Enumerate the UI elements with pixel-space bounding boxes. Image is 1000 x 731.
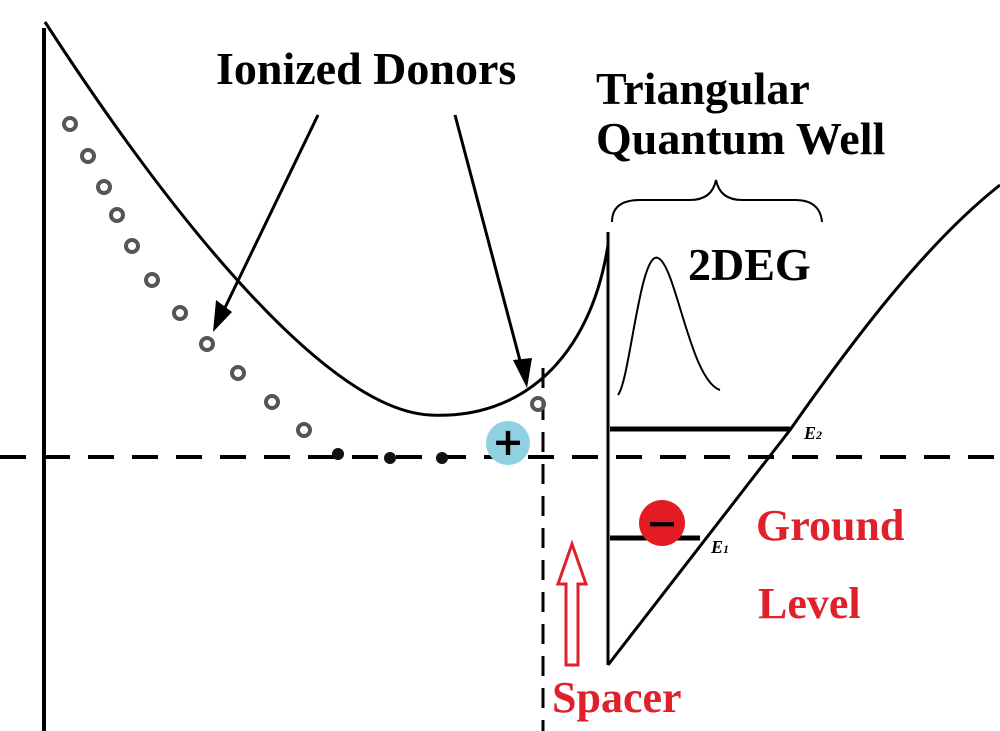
donor-circle bbox=[530, 396, 546, 412]
triangular-label: Triangular bbox=[596, 63, 810, 114]
spacer-label: Spacer bbox=[552, 673, 682, 722]
conduction-band-curve bbox=[43, 21, 610, 417]
e2-subscript: 2 bbox=[816, 428, 823, 442]
positive-charge-marker bbox=[486, 421, 530, 465]
donor-circle bbox=[172, 305, 188, 321]
negative-charge-marker bbox=[639, 500, 685, 546]
quantum-well-brace bbox=[611, 179, 823, 223]
ionized-donors-label: Ionized Donors bbox=[216, 43, 517, 94]
arrow-left-head bbox=[213, 300, 232, 332]
positive-charge-sign: + bbox=[492, 420, 524, 464]
spacer-arrow bbox=[555, 539, 589, 667]
arrow-right-head bbox=[513, 358, 532, 388]
quantum-well-label: Quantum Well bbox=[596, 113, 886, 164]
e2-main: E bbox=[804, 423, 817, 443]
ground-label: Ground bbox=[756, 501, 905, 550]
arrow-right-shaft bbox=[453, 114, 525, 373]
neutral-donor-dots bbox=[332, 448, 448, 464]
negative-charge-sign: − bbox=[646, 501, 678, 545]
donor-circle bbox=[230, 365, 246, 381]
donor-circle bbox=[124, 238, 140, 254]
quantum-well-slope bbox=[606, 183, 1000, 666]
e1-subscript: 1 bbox=[723, 542, 730, 556]
donor-circle bbox=[199, 336, 215, 352]
e1-label: E1 bbox=[711, 538, 729, 556]
donor-circle bbox=[144, 272, 160, 288]
e1-main: E bbox=[711, 537, 724, 557]
wavefunction-curve bbox=[617, 256, 721, 396]
arrow-left-shaft bbox=[218, 114, 320, 319]
donor-circle bbox=[80, 148, 96, 164]
twodeg-label: 2DEG bbox=[688, 239, 811, 290]
donor-circle bbox=[62, 116, 78, 132]
donor-circle bbox=[296, 422, 312, 438]
donor-dot bbox=[436, 452, 448, 464]
donor-dot bbox=[384, 452, 396, 464]
level-label: Level bbox=[758, 579, 861, 628]
ionized-donor-circles bbox=[62, 116, 546, 438]
donor-circle bbox=[109, 207, 125, 223]
donor-dot bbox=[332, 448, 344, 460]
donor-circle bbox=[96, 179, 112, 195]
donor-circle bbox=[264, 394, 280, 410]
e2-label: E2 bbox=[804, 424, 822, 442]
